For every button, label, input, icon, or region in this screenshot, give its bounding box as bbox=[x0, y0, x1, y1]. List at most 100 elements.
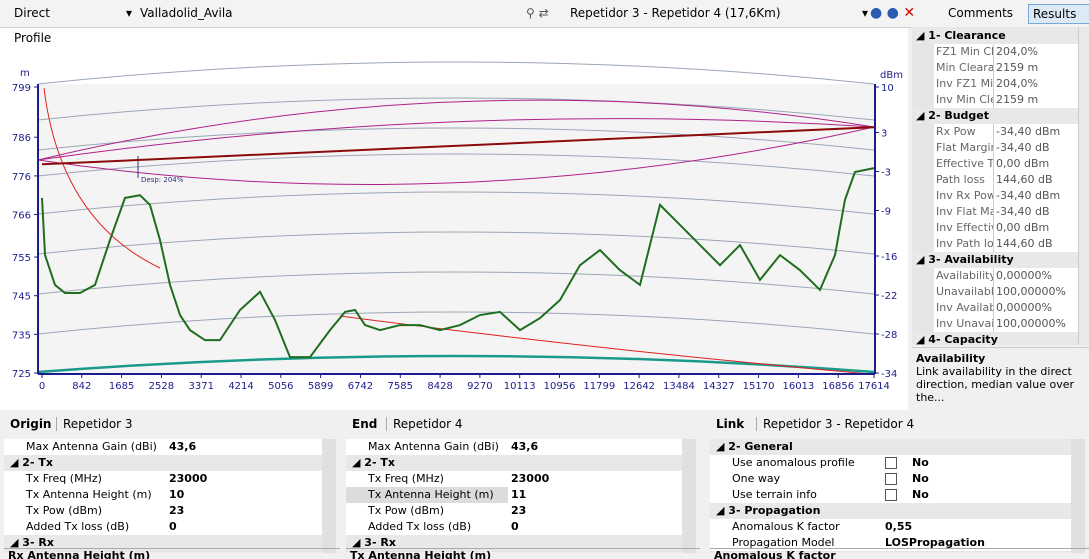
value-text: 0 bbox=[511, 520, 519, 533]
value-text: 23000 bbox=[511, 472, 550, 485]
terrain-line bbox=[41, 167, 875, 359]
y-tick-label: 776 bbox=[12, 172, 31, 183]
checkbox[interactable] bbox=[885, 457, 897, 469]
mode-select[interactable]: Direct ▾ bbox=[14, 6, 132, 20]
y2-tick-label: -22 bbox=[881, 291, 897, 302]
y2-tick-label: -28 bbox=[881, 330, 897, 341]
panel-name: Repetidor 4 bbox=[386, 417, 463, 431]
property-value: No bbox=[882, 487, 1074, 504]
panel-footer: Tx Antenna Height (m) bbox=[346, 548, 700, 559]
result-value: -34,40 dBm bbox=[994, 188, 1078, 205]
value-text: 10 bbox=[169, 488, 185, 501]
scrollbar bbox=[682, 439, 696, 553]
property-name: Tx Freq (MHz) bbox=[346, 471, 509, 488]
x-tick-label: 17614 bbox=[858, 381, 890, 392]
toolbar-icons[interactable]: ⚲ ⇄ bbox=[526, 6, 549, 20]
result-name: Inv Availab bbox=[934, 300, 994, 317]
results-button[interactable]: Results bbox=[1028, 4, 1089, 24]
result-value: -34,40 dB bbox=[994, 140, 1078, 157]
property-value: 0 bbox=[508, 519, 685, 536]
section-title: 3- Propagation bbox=[728, 504, 821, 517]
y-tick-label: 755 bbox=[12, 253, 31, 264]
property-value: 43,6 bbox=[508, 439, 685, 456]
x-tick-label: 842 bbox=[72, 381, 91, 392]
property-name: One way bbox=[710, 471, 883, 488]
value-text: 0 bbox=[169, 520, 177, 533]
section-title: 3- Availability bbox=[928, 253, 1014, 266]
grid-section: ◢ 3- Rx bbox=[4, 535, 328, 552]
result-name: FZ1 Min Cl bbox=[934, 44, 994, 61]
value-text: 43,6 bbox=[169, 440, 197, 453]
result-name: Inv FZ1 Mi bbox=[934, 76, 994, 93]
property-name: Added Tx loss (dB) bbox=[4, 519, 167, 536]
property-value: 23 bbox=[166, 503, 325, 520]
property-name: Max Antenna Gain (dBi) bbox=[346, 439, 509, 456]
x-tick-label: 14327 bbox=[703, 381, 735, 392]
property-value: LOSPropagation bbox=[882, 535, 1074, 552]
value-text: 43,6 bbox=[511, 440, 539, 453]
property-value: 23 bbox=[508, 503, 685, 520]
result-name: Availability bbox=[934, 268, 994, 285]
section-title: 2- Tx bbox=[364, 456, 395, 469]
result-value: -34,40 dB bbox=[994, 204, 1078, 221]
value-text: 23 bbox=[169, 504, 185, 517]
result-name: Inv Path los bbox=[934, 236, 994, 253]
result-name: Flat Margin bbox=[934, 140, 994, 157]
x-tick-label: 16856 bbox=[822, 381, 854, 392]
result-value: 100,00000% bbox=[994, 316, 1078, 333]
value-text: 23 bbox=[511, 504, 527, 517]
result-name: Effective Tl bbox=[934, 156, 994, 173]
y-tick-label: 799 bbox=[12, 83, 31, 94]
section-title: 4- Capacity bbox=[928, 333, 998, 345]
property-name: Tx Freq (MHz) bbox=[4, 471, 167, 488]
link-panel: Origin Repetidor 3 Max Antenna Gain (dBi) 4… bbox=[4, 413, 340, 559]
property-name: Use terrain info bbox=[710, 487, 883, 504]
property-value: 0 bbox=[166, 519, 325, 536]
fresnel-inner bbox=[37, 118, 875, 161]
link-panel: End Repetidor 4 Max Antenna Gain (dBi) 43,6… bbox=[346, 413, 700, 559]
x-tick-label: 10956 bbox=[544, 381, 576, 392]
link-select[interactable]: Repetidor 3 - Repetidor 4 (17,6Km) ▾ bbox=[570, 6, 868, 20]
property-name: Tx Antenna Height (m) bbox=[346, 487, 509, 504]
result-name: Min Cleara bbox=[934, 60, 994, 77]
property-name: Propagation Model bbox=[710, 535, 883, 552]
profile-title: Profile bbox=[14, 31, 52, 45]
nav-icons[interactable]: ● ● ✕ bbox=[870, 5, 916, 21]
result-value: -34,40 dBm bbox=[994, 124, 1078, 141]
results-grid: ◢ 1- Clearance FZ1 Min Cl 204,0% Min Cleara… bbox=[912, 27, 1089, 345]
x-tick-label: 3371 bbox=[189, 381, 214, 392]
profile-chart: Desp: 204% m dBm 725 735 745 755 766 776 786 79… bbox=[12, 61, 903, 392]
x-tick-label: 0 bbox=[39, 381, 45, 392]
x-tick-label: 5056 bbox=[268, 381, 293, 392]
grid-section: ◢ 2- Tx bbox=[4, 455, 328, 472]
scrollbar bbox=[322, 439, 336, 553]
comments-button[interactable]: Comments bbox=[948, 6, 1014, 20]
property-value: 10 bbox=[166, 487, 325, 504]
property-name: Tx Pow (dBm) bbox=[4, 503, 167, 520]
x-tick-label: 12642 bbox=[623, 381, 655, 392]
result-value: 204,0% bbox=[994, 44, 1078, 61]
result-name: Inv Rx Pow bbox=[934, 188, 994, 205]
checkbox[interactable] bbox=[885, 473, 897, 485]
y2-tick-label: -16 bbox=[881, 252, 897, 263]
check-value: No bbox=[912, 472, 929, 485]
y-tick-label: 766 bbox=[12, 211, 31, 222]
x-tick-label: 15170 bbox=[743, 381, 775, 392]
result-name: Inv Effectiv bbox=[934, 220, 994, 237]
property-value: 23000 bbox=[508, 471, 685, 488]
scrollbar bbox=[1071, 439, 1085, 553]
y2-tick-label: -34 bbox=[881, 369, 897, 380]
panel-name: Repetidor 3 - Repetidor 4 bbox=[756, 417, 914, 431]
result-value: 100,00000% bbox=[994, 284, 1078, 301]
grid-section: ◢ 3- Rx bbox=[346, 535, 688, 552]
property-value: 11 bbox=[508, 487, 685, 504]
line-of-sight bbox=[41, 126, 875, 166]
section-title: 3- Rx bbox=[364, 536, 396, 549]
result-value: 144,60 dB bbox=[994, 172, 1078, 189]
result-value: 0,00 dBm bbox=[994, 220, 1078, 237]
description-title: Availability bbox=[916, 352, 986, 365]
checkbox[interactable] bbox=[885, 489, 897, 501]
result-value: 144,60 dB bbox=[994, 236, 1078, 253]
x-tick-label: 6742 bbox=[348, 381, 373, 392]
